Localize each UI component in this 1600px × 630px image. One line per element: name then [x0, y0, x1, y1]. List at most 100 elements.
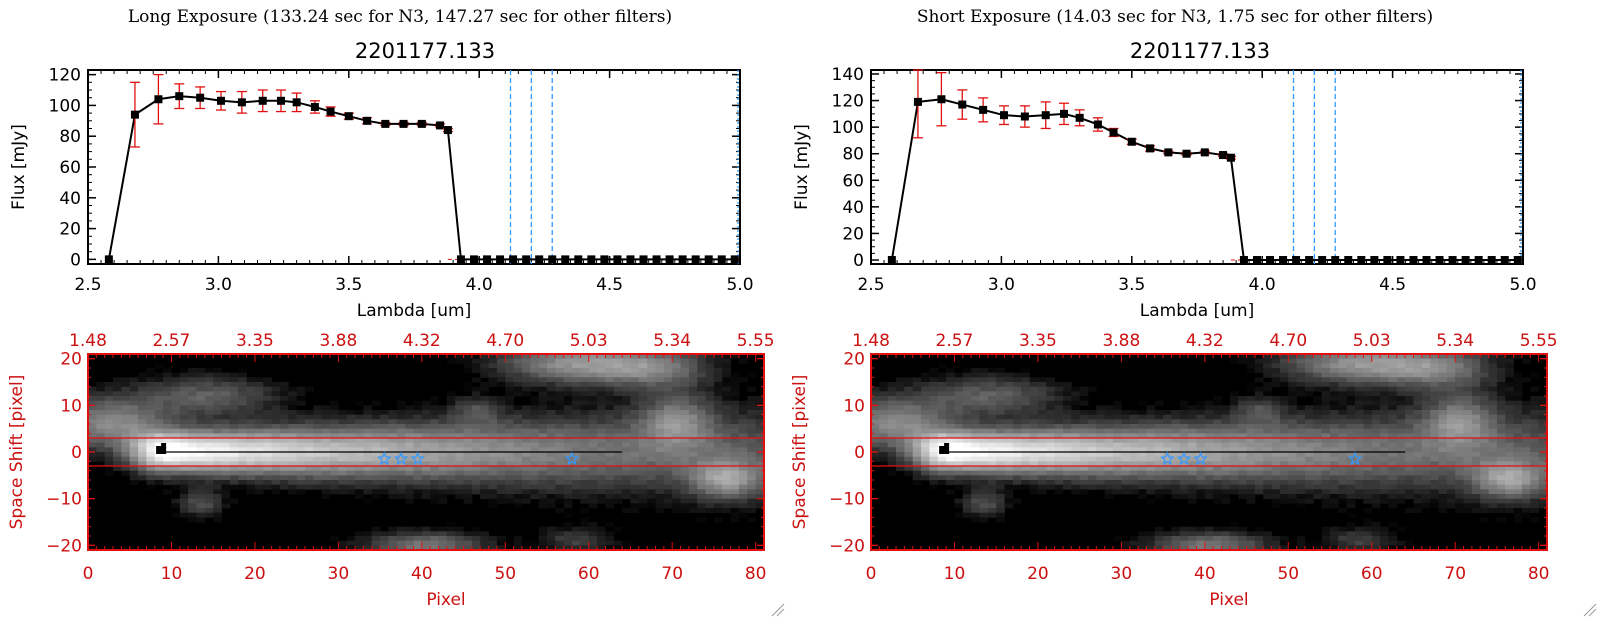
- source-peak-marker: [939, 446, 949, 454]
- x-tick-label: 50: [494, 564, 516, 584]
- resize-grip-icon[interactable]: [1583, 603, 1597, 617]
- data-point: [1500, 256, 1509, 265]
- data-point: [979, 105, 988, 114]
- data-point: [958, 100, 967, 109]
- source-peak-marker: [156, 446, 166, 454]
- star-marker: [1160, 451, 1175, 466]
- data-point: [130, 110, 139, 119]
- data-point: [574, 255, 583, 264]
- star-marker: [393, 451, 409, 466]
- x-tick-label: 2.5: [74, 275, 101, 295]
- data-point: [1396, 256, 1405, 265]
- top-tick-label: 5.34: [653, 331, 691, 351]
- data-point: [691, 255, 700, 264]
- y-tick-label: −10: [46, 490, 82, 510]
- data-point: [1266, 256, 1275, 265]
- y-tick-label: 100: [832, 118, 864, 138]
- data-point: [1239, 256, 1248, 265]
- data-point: [443, 126, 452, 135]
- data-point: [509, 255, 518, 264]
- x-tick-label: 20: [1027, 564, 1049, 584]
- x-axis-label: Pixel: [1209, 590, 1248, 610]
- y-tick-label: 0: [70, 250, 81, 270]
- y-tick-label: 20: [842, 224, 864, 244]
- x-tick-label: 3.0: [988, 275, 1015, 295]
- data-point: [310, 102, 319, 111]
- data-point: [730, 255, 739, 264]
- data-point: [1331, 256, 1340, 265]
- data-point: [344, 112, 353, 121]
- x-tick-label: 70: [1444, 564, 1466, 584]
- data-point: [381, 119, 390, 128]
- data-point: [600, 255, 609, 264]
- top-tick-label: 2.57: [153, 331, 191, 351]
- data-point: [626, 255, 635, 264]
- y-tick-label: 120: [832, 92, 864, 112]
- data-point: [913, 97, 922, 106]
- y-tick-label: 20: [843, 350, 865, 370]
- data-point: [1305, 256, 1314, 265]
- data-point: [1357, 256, 1366, 265]
- y-axis-label: Flux [mJy]: [792, 124, 812, 210]
- top-tick-label: 2.57: [936, 331, 974, 351]
- data-point: [1318, 256, 1327, 265]
- top-tick-label: 5.55: [737, 331, 775, 351]
- data-point: [1146, 144, 1155, 153]
- data-point: [1474, 256, 1483, 265]
- x-tick-label: 30: [1111, 564, 1133, 584]
- data-point: [436, 121, 445, 130]
- data-point: [1041, 111, 1050, 120]
- y-tick-label: 60: [59, 158, 81, 178]
- source-peak-marker: [944, 443, 950, 454]
- x-tick-label: 4.0: [1249, 275, 1276, 295]
- y-tick-label: 80: [842, 145, 864, 165]
- image-pixels: [88, 354, 765, 551]
- resize-grip-icon[interactable]: [771, 603, 785, 617]
- spectral-image-plot: 0 10 20 30 40 50 60 70 80 1.48 2.57 3.35 3.88 4.32 4.7…: [7, 331, 775, 610]
- x-tick-label: 80: [1528, 564, 1550, 584]
- data-point: [237, 98, 246, 107]
- data-point: [665, 255, 674, 264]
- star-marker: [1347, 451, 1363, 466]
- data-point: [496, 255, 505, 264]
- x-tick-label: 0: [866, 564, 877, 584]
- star-marker: [410, 451, 425, 466]
- spectrum-title: 2201177.133: [355, 39, 495, 63]
- x-tick-label: 80: [745, 564, 767, 584]
- y-tick-label: 140: [832, 65, 864, 85]
- y-tick-label: 120: [49, 66, 81, 86]
- y-tick-label: 10: [843, 396, 865, 416]
- data-point: [1370, 256, 1379, 265]
- data-point: [1448, 256, 1457, 265]
- image-pixels: [871, 354, 1548, 551]
- data-point: [363, 116, 372, 125]
- top-tick-label: 5.55: [1520, 331, 1558, 351]
- y-tick-label: 20: [60, 350, 82, 370]
- data-point: [1461, 256, 1470, 265]
- y-axis-label: Space Shift [pixel]: [790, 375, 810, 530]
- data-point: [887, 256, 896, 265]
- data-point: [1487, 256, 1496, 265]
- y-tick-label: −20: [829, 536, 865, 556]
- data-point: [469, 255, 478, 264]
- data-point: [522, 255, 531, 264]
- data-point: [1164, 148, 1173, 157]
- x-tick-label: 40: [1194, 564, 1216, 584]
- x-tick-label: 3.0: [205, 275, 232, 295]
- panel-heading: Short Exposure (14.03 sec for N3, 1.75 s…: [917, 7, 1433, 27]
- y-tick-label: 0: [853, 251, 864, 271]
- x-tick-label: 5.0: [1509, 275, 1536, 295]
- top-tick-label: 1.48: [852, 331, 890, 351]
- data-point: [1200, 148, 1209, 157]
- top-tick-label: 3.35: [1019, 331, 1057, 351]
- data-point: [326, 107, 335, 116]
- top-tick-label: 4.70: [486, 331, 524, 351]
- data-point: [104, 255, 113, 264]
- data-point: [717, 255, 726, 264]
- y-tick-label: 60: [842, 171, 864, 191]
- x-tick-label: 0: [83, 564, 94, 584]
- short-exposure-panel: Short Exposure (14.03 sec for N3, 1.75 s…: [790, 7, 1558, 610]
- x-axis-label: Lambda [um]: [357, 301, 471, 321]
- data-point: [1409, 256, 1418, 265]
- top-tick-label: 4.32: [403, 331, 441, 351]
